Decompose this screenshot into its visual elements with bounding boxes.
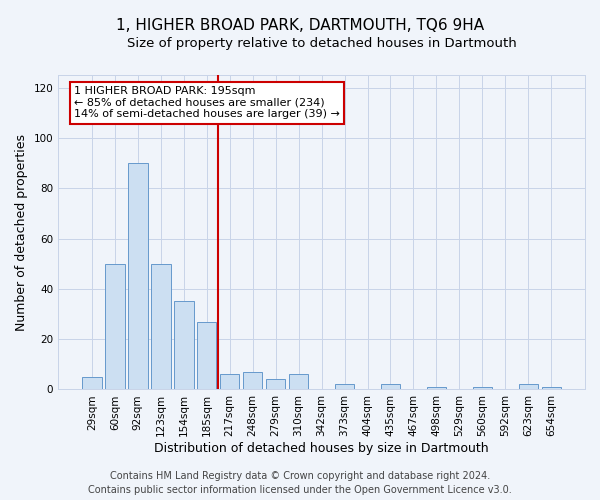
Bar xyxy=(289,374,308,390)
Bar xyxy=(381,384,400,390)
Bar xyxy=(542,387,561,390)
Title: Size of property relative to detached houses in Dartmouth: Size of property relative to detached ho… xyxy=(127,38,517,51)
Bar xyxy=(427,387,446,390)
Bar xyxy=(473,387,492,390)
Text: 1 HIGHER BROAD PARK: 195sqm
← 85% of detached houses are smaller (234)
14% of se: 1 HIGHER BROAD PARK: 195sqm ← 85% of det… xyxy=(74,86,340,120)
Bar xyxy=(128,163,148,390)
X-axis label: Distribution of detached houses by size in Dartmouth: Distribution of detached houses by size … xyxy=(154,442,489,455)
Bar xyxy=(243,372,262,390)
Bar xyxy=(518,384,538,390)
Text: 1, HIGHER BROAD PARK, DARTMOUTH, TQ6 9HA: 1, HIGHER BROAD PARK, DARTMOUTH, TQ6 9HA xyxy=(116,18,484,32)
Bar xyxy=(220,374,239,390)
Bar xyxy=(82,377,101,390)
Bar xyxy=(197,322,217,390)
Y-axis label: Number of detached properties: Number of detached properties xyxy=(15,134,28,331)
Bar xyxy=(174,302,194,390)
Bar xyxy=(105,264,125,390)
Bar xyxy=(151,264,170,390)
Bar xyxy=(335,384,355,390)
Text: Contains HM Land Registry data © Crown copyright and database right 2024.
Contai: Contains HM Land Registry data © Crown c… xyxy=(88,471,512,495)
Bar xyxy=(266,380,286,390)
